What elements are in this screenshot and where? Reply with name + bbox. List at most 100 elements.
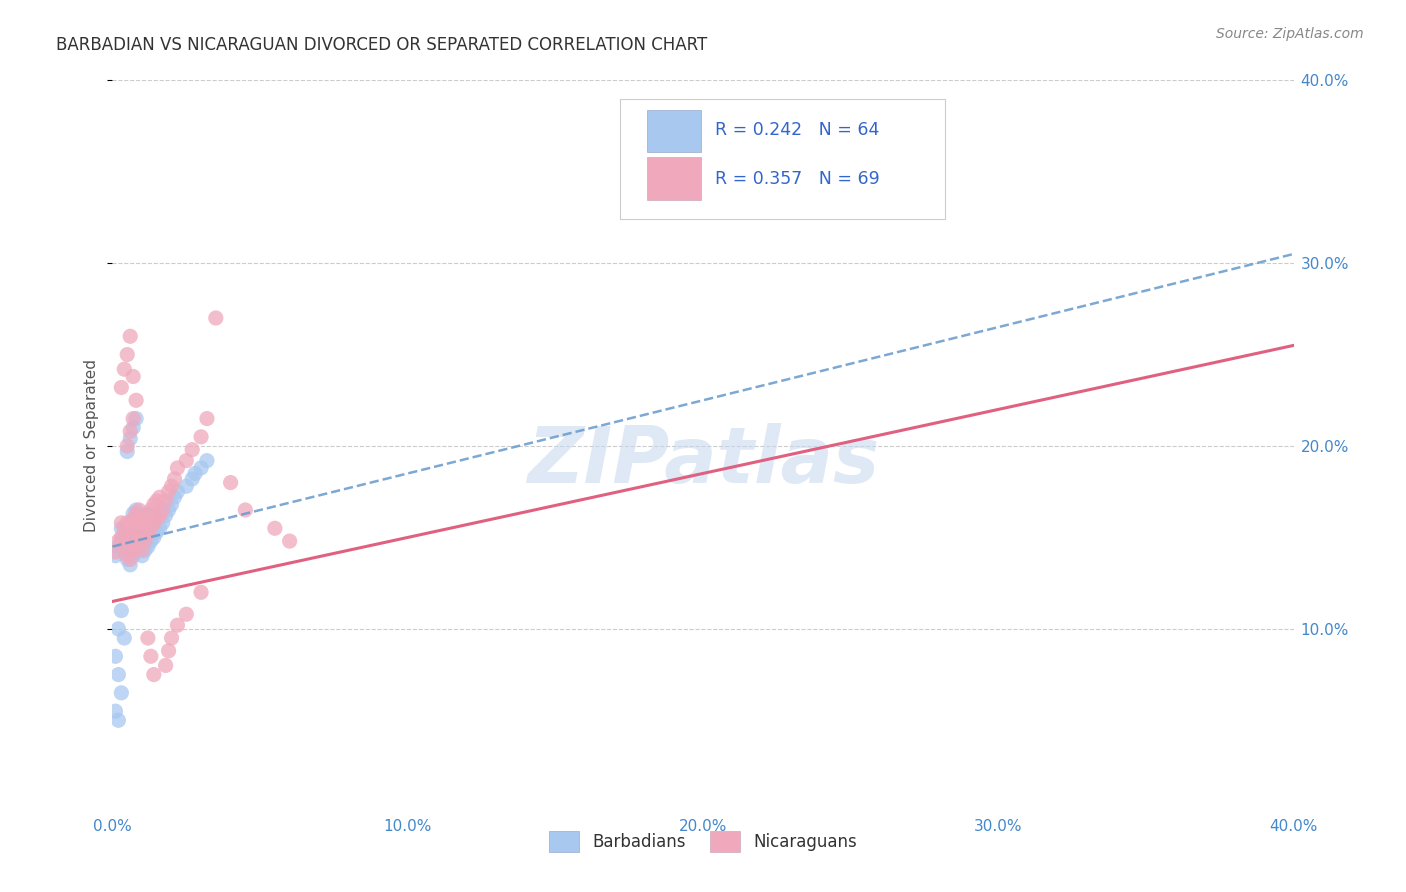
Point — [110, 516, 132, 530]
Point — [134, 534, 156, 549]
Point — [107, 534, 129, 549]
Point — [110, 380, 132, 394]
Point — [163, 490, 186, 504]
Point — [117, 516, 138, 530]
FancyBboxPatch shape — [648, 157, 700, 200]
Point — [122, 521, 145, 535]
Point — [110, 530, 132, 544]
Point — [139, 521, 162, 535]
Point — [122, 421, 145, 435]
Point — [181, 442, 204, 457]
Point — [181, 472, 204, 486]
Point — [139, 503, 162, 517]
Point — [142, 498, 165, 512]
Point — [120, 425, 142, 439]
Point — [122, 411, 145, 425]
Point — [117, 530, 138, 544]
Point — [120, 552, 142, 566]
Point — [136, 507, 159, 521]
Point — [112, 631, 135, 645]
Point — [128, 524, 150, 539]
Point — [125, 411, 148, 425]
Point — [139, 534, 162, 549]
Point — [142, 667, 165, 681]
Text: R = 0.242   N = 64: R = 0.242 N = 64 — [714, 121, 879, 139]
Point — [152, 503, 174, 517]
Point — [131, 508, 153, 523]
Point — [155, 658, 177, 673]
Point — [125, 540, 148, 554]
Point — [128, 516, 150, 530]
Point — [125, 393, 148, 408]
Point — [157, 644, 180, 658]
Point — [125, 545, 148, 559]
Point — [110, 521, 132, 535]
Point — [128, 503, 150, 517]
Point — [131, 549, 153, 563]
Point — [139, 516, 162, 530]
Point — [155, 493, 177, 508]
Point — [149, 508, 172, 523]
Text: R = 0.357   N = 69: R = 0.357 N = 69 — [714, 170, 880, 188]
Point — [163, 472, 186, 486]
Point — [120, 516, 142, 530]
Point — [136, 508, 159, 523]
Point — [120, 521, 142, 535]
Point — [122, 549, 145, 563]
Point — [155, 508, 177, 523]
Point — [117, 521, 138, 535]
Point — [149, 507, 172, 521]
Point — [160, 631, 183, 645]
Point — [136, 526, 159, 541]
Point — [117, 552, 138, 566]
Point — [146, 493, 169, 508]
Point — [122, 369, 145, 384]
Point — [131, 521, 153, 535]
Point — [195, 411, 218, 425]
Point — [112, 526, 135, 541]
Point — [120, 432, 142, 446]
Point — [152, 516, 174, 530]
Point — [107, 540, 129, 554]
Point — [157, 503, 180, 517]
Point — [125, 516, 148, 530]
Point — [142, 530, 165, 544]
Point — [104, 649, 127, 664]
Point — [149, 490, 172, 504]
Point — [134, 516, 156, 530]
Point — [122, 507, 145, 521]
FancyBboxPatch shape — [648, 110, 700, 152]
Point — [190, 430, 212, 444]
Point — [112, 545, 135, 559]
Point — [160, 479, 183, 493]
Point — [125, 530, 148, 544]
Point — [117, 534, 138, 549]
Point — [110, 603, 132, 617]
Point — [117, 549, 138, 563]
Point — [157, 484, 180, 499]
Point — [107, 622, 129, 636]
Point — [146, 512, 169, 526]
Point — [142, 512, 165, 526]
Point — [174, 479, 197, 493]
Legend: Barbadians, Nicaraguans: Barbadians, Nicaraguans — [541, 824, 865, 858]
Point — [104, 549, 127, 563]
Point — [139, 649, 162, 664]
Point — [264, 521, 287, 535]
Point — [166, 461, 188, 475]
Y-axis label: Divorced or Separated: Divorced or Separated — [84, 359, 100, 533]
Point — [128, 534, 150, 549]
Point — [107, 667, 129, 681]
Point — [107, 714, 129, 728]
Point — [125, 503, 148, 517]
Point — [125, 521, 148, 535]
Point — [174, 453, 197, 467]
Point — [120, 558, 142, 572]
Point — [136, 631, 159, 645]
Point — [131, 534, 153, 549]
Point — [122, 534, 145, 549]
Point — [122, 543, 145, 558]
Point — [146, 524, 169, 539]
Point — [190, 461, 212, 475]
Point — [142, 516, 165, 530]
